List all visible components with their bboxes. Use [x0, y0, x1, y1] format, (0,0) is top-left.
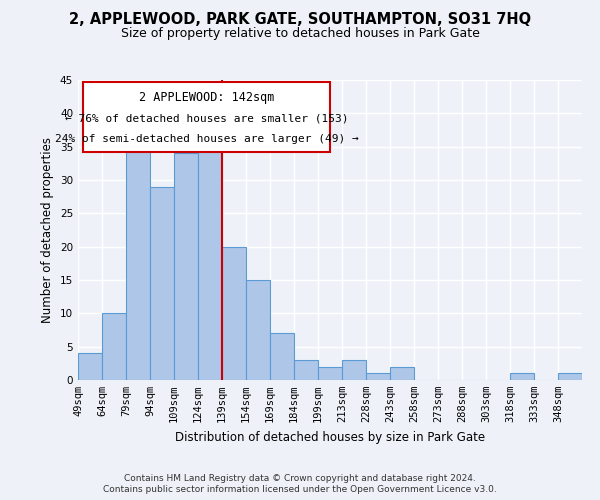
Bar — [222, 246, 246, 380]
Bar — [342, 360, 366, 380]
Bar — [270, 334, 294, 380]
Text: 24% of semi-detached houses are larger (49) →: 24% of semi-detached houses are larger (… — [55, 134, 358, 144]
Bar — [510, 374, 534, 380]
Bar — [78, 354, 102, 380]
Bar — [366, 374, 390, 380]
Bar — [246, 280, 270, 380]
Bar — [198, 140, 222, 380]
Text: Size of property relative to detached houses in Park Gate: Size of property relative to detached ho… — [121, 28, 479, 40]
Bar — [558, 374, 582, 380]
Text: 2 APPLEWOOD: 142sqm: 2 APPLEWOOD: 142sqm — [139, 90, 274, 104]
Bar — [294, 360, 318, 380]
Text: Contains HM Land Registry data © Crown copyright and database right 2024.
Contai: Contains HM Land Registry data © Crown c… — [103, 474, 497, 494]
Bar — [102, 314, 126, 380]
Bar — [150, 186, 174, 380]
FancyBboxPatch shape — [83, 82, 330, 152]
Text: 2, APPLEWOOD, PARK GATE, SOUTHAMPTON, SO31 7HQ: 2, APPLEWOOD, PARK GATE, SOUTHAMPTON, SO… — [69, 12, 531, 28]
Bar — [126, 140, 150, 380]
Y-axis label: Number of detached properties: Number of detached properties — [41, 137, 55, 323]
Text: ← 76% of detached houses are smaller (153): ← 76% of detached houses are smaller (15… — [65, 113, 348, 123]
Bar — [390, 366, 414, 380]
Bar — [318, 366, 342, 380]
Bar — [174, 154, 198, 380]
X-axis label: Distribution of detached houses by size in Park Gate: Distribution of detached houses by size … — [175, 430, 485, 444]
